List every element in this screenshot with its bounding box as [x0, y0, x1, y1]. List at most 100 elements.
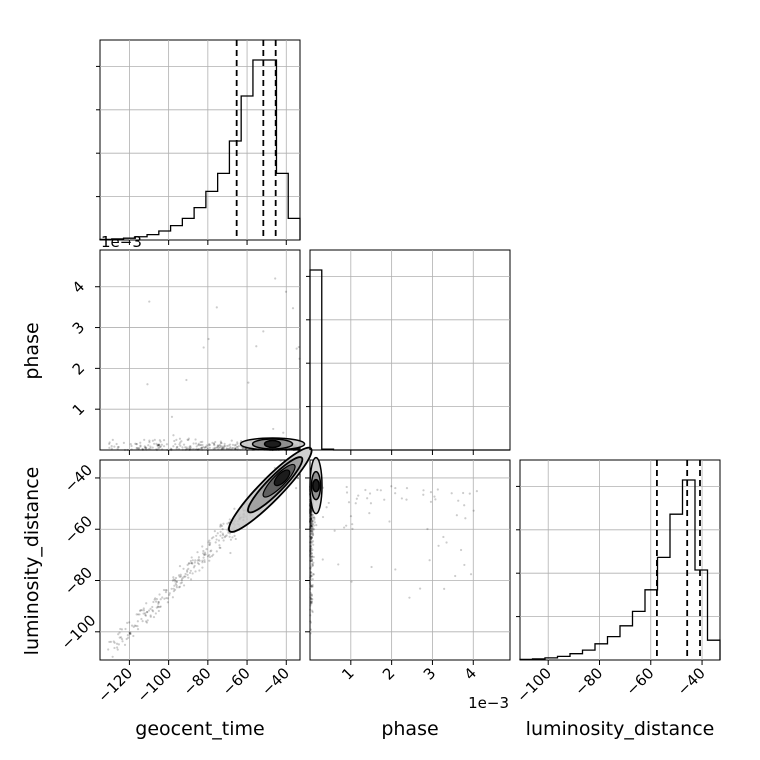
sample-point: [184, 448, 187, 451]
sample-point: [310, 542, 313, 546]
sample-point: [217, 448, 220, 451]
sample-point: [383, 498, 386, 501]
sample-point: [219, 546, 222, 550]
y-axis-label-luminosity-distance: luminosity_distance: [21, 467, 43, 656]
sample-point: [207, 541, 210, 544]
sample-point: [155, 448, 158, 451]
density-contour: [263, 439, 282, 449]
sample-point: [310, 559, 314, 563]
sample-point: [457, 499, 460, 502]
sample-point: [310, 518, 314, 522]
sample-point: [366, 497, 369, 500]
sample-point: [193, 564, 196, 567]
sample-point: [468, 492, 471, 495]
sample-point: [309, 508, 312, 511]
sample-point: [282, 431, 285, 434]
sample-point: [216, 446, 219, 449]
sample-point: [309, 521, 312, 525]
x-tick-label: −60: [622, 664, 657, 699]
sample-point: [310, 532, 313, 536]
sample-point: [201, 561, 204, 564]
sample-point: [309, 517, 312, 521]
sample-point: [309, 559, 312, 562]
sample-point: [134, 442, 137, 445]
sample-point: [309, 518, 312, 521]
sample-point: [155, 442, 158, 445]
sample-point: [310, 519, 313, 522]
sample-point: [141, 447, 144, 451]
sample-point: [135, 613, 138, 616]
sample-point: [223, 445, 226, 448]
sample-point: [209, 541, 212, 545]
sample-point: [309, 517, 313, 521]
sample-point: [174, 588, 177, 591]
sample-point: [347, 501, 351, 504]
sample-point: [147, 609, 151, 612]
sample-point: [155, 600, 158, 603]
sample-point: [221, 447, 224, 451]
sample-point: [309, 551, 312, 554]
sample-point: [309, 521, 312, 524]
sample-point: [311, 610, 314, 614]
sample-point: [309, 555, 312, 558]
sample-point: [159, 445, 162, 448]
sample-point: [309, 535, 312, 538]
sample-point: [149, 615, 152, 618]
sample-point: [210, 555, 214, 558]
sample-point: [142, 609, 146, 612]
sample-point: [112, 640, 115, 643]
sample-point: [311, 558, 314, 561]
sample-point: [310, 558, 314, 561]
sample-point: [189, 569, 192, 572]
sample-point: [123, 448, 127, 452]
sample-point: [166, 448, 169, 451]
sample-point: [310, 593, 313, 596]
sample-point: [418, 587, 422, 590]
sample-point: [124, 627, 127, 631]
sample-point: [310, 565, 313, 568]
panel-frame-geocent-time-vs-geocent-time: [99, 39, 301, 241]
sample-point: [120, 628, 124, 631]
sample-point: [216, 445, 219, 448]
sample-point: [388, 520, 391, 523]
sample-point: [176, 445, 179, 449]
sample-point: [469, 573, 473, 576]
sample-point: [147, 447, 151, 451]
sample-point: [237, 447, 240, 451]
sample-point: [311, 531, 314, 535]
sample-point: [162, 588, 166, 592]
sample-point: [309, 516, 312, 520]
sample-point: [143, 446, 147, 449]
sample-point: [202, 346, 205, 349]
sample-point: [272, 427, 275, 431]
panel-frame-luminosity-distance-vs-luminosity-distance: [519, 459, 721, 661]
sample-point: [181, 448, 184, 451]
sample-point: [309, 513, 313, 517]
sample-point: [309, 540, 312, 543]
sample-point: [222, 446, 226, 449]
sample-point: [229, 447, 232, 450]
sample-point: [309, 541, 312, 544]
sample-point: [309, 523, 312, 526]
sample-point: [310, 555, 313, 558]
sample-point: [146, 610, 149, 614]
sample-point: [190, 561, 193, 565]
sample-point: [310, 594, 313, 597]
sample-point: [297, 448, 300, 451]
sample-point: [311, 520, 315, 523]
sample-point: [128, 632, 132, 635]
sample-point: [309, 559, 312, 563]
sample-point: [108, 441, 111, 444]
sample-point: [206, 448, 209, 451]
sample-point: [220, 447, 223, 450]
sample-point: [200, 446, 203, 450]
sample-point: [218, 443, 222, 447]
sample-point: [149, 445, 152, 448]
sample-point: [310, 509, 313, 512]
sample-point: [311, 522, 314, 525]
sample-point: [222, 447, 225, 450]
sample-point: [308, 507, 312, 510]
sample-point: [152, 600, 155, 604]
sample-point: [311, 528, 314, 531]
sample-point: [115, 642, 119, 645]
